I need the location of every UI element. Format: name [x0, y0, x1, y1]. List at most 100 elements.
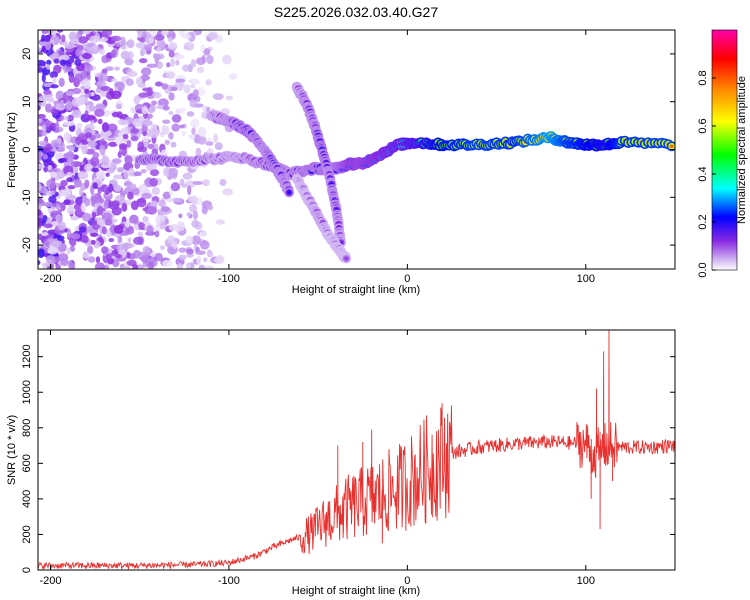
noise-blob: [46, 59, 52, 66]
noise-blob: [169, 246, 175, 254]
noise-blob: [60, 201, 66, 212]
noise-blob: [114, 66, 120, 71]
x-tick-label: -200: [39, 575, 61, 587]
noise-blob: [196, 66, 205, 74]
noise-blob: [160, 245, 165, 251]
noise-blob: [139, 58, 148, 64]
noise-blob: [68, 114, 74, 122]
noise-blob: [105, 228, 112, 238]
snr-panel: -200 -100 0 100 0 200 400 600 800 1000 1200 Heigh…: [6, 329, 676, 597]
noise-blob: [135, 42, 147, 49]
noise-blob: [41, 30, 49, 35]
noise-blob: [95, 256, 101, 264]
noise-blob: [213, 133, 218, 143]
noise-blob: [47, 237, 55, 243]
noise-blob: [53, 58, 60, 64]
noise-blob: [87, 140, 98, 148]
noise-blob: [76, 122, 83, 130]
noise-blob: [41, 262, 51, 267]
noise-blob: [160, 206, 171, 212]
noise-blob: [94, 262, 106, 269]
snr-line: [38, 330, 675, 570]
noise-blob: [75, 207, 82, 215]
y-tick-label: -20: [21, 237, 33, 253]
noise-blob: [108, 201, 120, 210]
noise-blob: [162, 191, 171, 200]
spectrogram-y-label: Frequency (Hz): [6, 112, 18, 188]
noise-blob: [118, 118, 125, 125]
lower-branch-core: [344, 256, 349, 261]
noise-blob: [110, 49, 117, 59]
noise-blob: [119, 190, 127, 196]
noise-blob: [66, 228, 72, 239]
noise-blob: [171, 114, 182, 123]
noise-blob: [147, 143, 155, 149]
noise-blob: [100, 81, 107, 87]
noise-blob: [206, 205, 214, 211]
noise-blob: [151, 226, 162, 232]
noise-blob: [176, 221, 185, 232]
noise-blob: [151, 100, 158, 106]
noise-blob: [91, 44, 100, 54]
noise-blob: [110, 90, 122, 100]
noise-blob: [105, 253, 112, 260]
noise-blob: [43, 201, 54, 208]
noise-blob: [90, 239, 96, 245]
noise-blob: [68, 73, 75, 83]
noise-blob: [38, 118, 43, 124]
noise-blob: [168, 110, 174, 115]
noise-blob: [140, 168, 147, 174]
noise-blob: [55, 121, 60, 132]
noise-blob: [178, 247, 187, 253]
snr-x-ticks: -200 -100 0 100: [39, 330, 595, 587]
noise-blob: [127, 70, 138, 77]
noise-blob: [56, 235, 65, 241]
y-tick-label: 600: [21, 454, 33, 472]
noise-blob: [148, 113, 153, 119]
noise-blob: [149, 168, 160, 177]
main-track-core: [669, 144, 674, 149]
y-tick-label: 400: [21, 490, 33, 508]
noise-blob: [137, 231, 144, 238]
noise-blob: [113, 224, 124, 234]
noise-blob: [199, 240, 210, 250]
noise-blob: [222, 188, 233, 196]
y-tick-label: 0: [21, 146, 33, 152]
noise-blob: [190, 80, 201, 85]
noise-blob: [71, 109, 83, 119]
noise-blob: [60, 257, 69, 267]
noise-blob: [81, 145, 88, 155]
noise-blob: [63, 131, 71, 142]
noise-blob: [215, 219, 226, 225]
noise-blob: [111, 158, 122, 164]
noise-blob: [65, 100, 73, 111]
noise-blob: [69, 38, 81, 45]
noise-blob: [159, 222, 167, 230]
spectrogram-x-label: Height of straight line (km): [292, 284, 420, 296]
noise-blob: [208, 31, 219, 40]
noise-blob: [164, 139, 170, 146]
noise-blob: [190, 59, 197, 68]
noise-blob: [186, 248, 194, 255]
y-tick-label: 0: [21, 567, 33, 573]
noise-blob: [183, 84, 191, 94]
noise-blob: [38, 202, 42, 211]
noise-blob: [41, 101, 47, 107]
noise-blob: [78, 226, 87, 233]
y-tick-label: 200: [21, 525, 33, 543]
noise-blob: [186, 111, 195, 117]
noise-blob: [149, 177, 158, 187]
noise-blob: [38, 140, 49, 146]
noise-blob: [101, 68, 108, 75]
noise-blob: [124, 57, 134, 66]
noise-blob: [78, 30, 84, 36]
figure-title: S225.2026.032.03.40.G27: [274, 4, 438, 20]
noise-blob: [50, 84, 59, 89]
noise-blob: [156, 46, 162, 53]
noise-blob: [167, 85, 172, 91]
noise-blob: [38, 113, 46, 119]
noise-blob: [212, 93, 224, 101]
x-tick-label: -200: [39, 273, 61, 285]
noise-blob: [195, 147, 202, 157]
